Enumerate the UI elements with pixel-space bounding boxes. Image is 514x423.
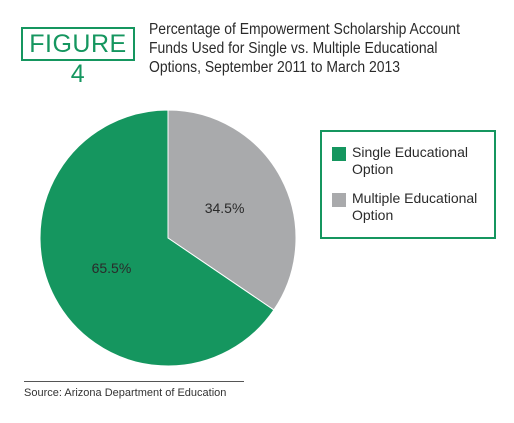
legend-label-multiple: Multiple Educational Option [352, 190, 492, 224]
chart-title: Percentage of Empowerment Scholarship Ac… [149, 20, 464, 77]
legend-label-single: Single Educational Option [352, 144, 492, 178]
title-line-2: Funds Used for Single vs. Multiple Educa… [149, 40, 438, 57]
legend-swatch-single [332, 147, 346, 161]
legend-label-multiple-line-2: Option [352, 207, 394, 223]
legend-label-single-line-1: Single Educational [352, 144, 468, 160]
figure-label: FIGURE 4 [21, 27, 135, 88]
data-label-single: 65.5% [92, 260, 132, 276]
data-label-multiple: 34.5% [205, 200, 245, 216]
source-divider [24, 381, 244, 382]
legend-label-single-line-2: Option [352, 161, 394, 177]
title-line-3: Options, September 2011 to March 2013 [149, 59, 401, 76]
legend: Single Educational Option Multiple Educa… [320, 130, 496, 239]
source-note: Source: Arizona Department of Education [24, 387, 227, 399]
legend-label-multiple-line-1: Multiple Educational [352, 190, 478, 206]
pie-slice-multiple [167, 109, 297, 311]
title-line-1: Percentage of Empowerment Scholarship Ac… [149, 21, 460, 38]
legend-item-multiple: Multiple Educational Option [332, 190, 492, 224]
pie-slice-single [39, 109, 275, 367]
legend-swatch-multiple [332, 193, 346, 207]
legend-item-single: Single Educational Option [332, 144, 492, 178]
